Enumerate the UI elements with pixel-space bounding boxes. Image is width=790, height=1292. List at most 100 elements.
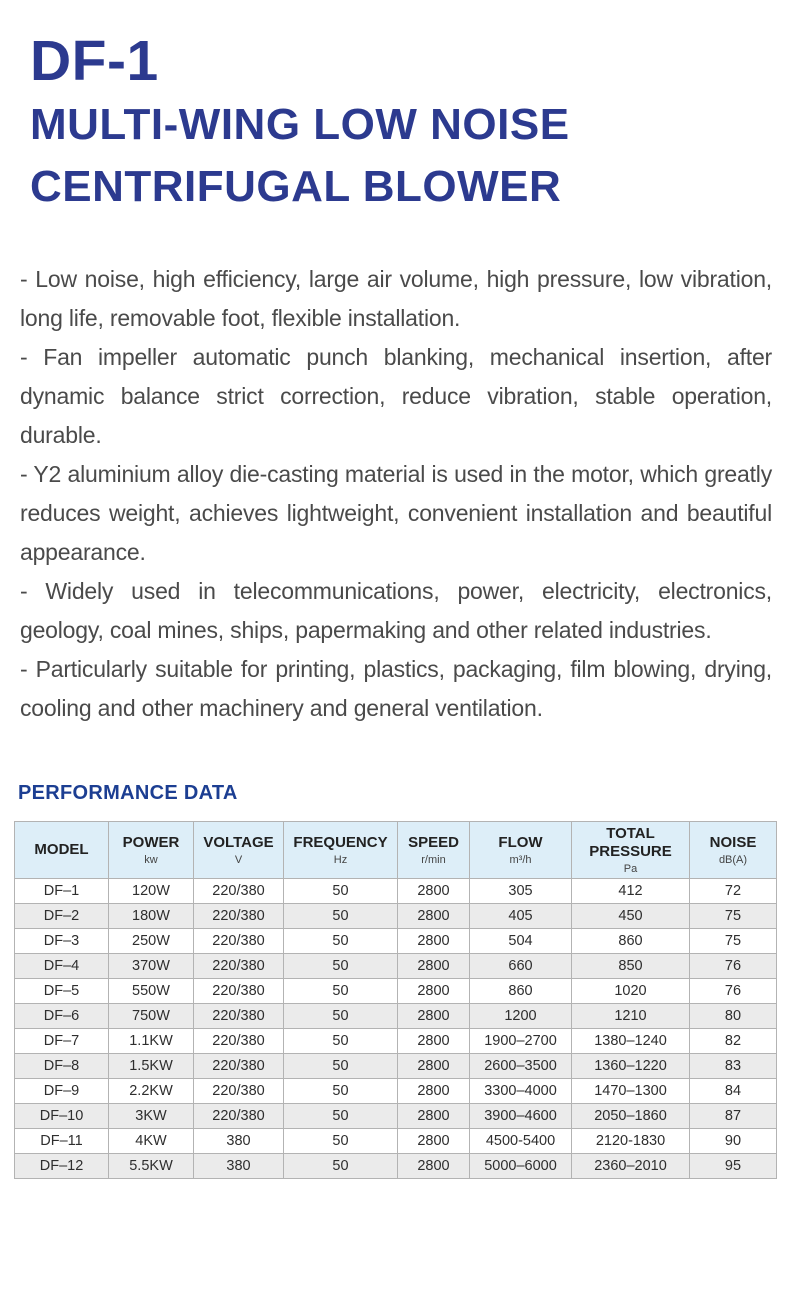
table-cell: 50 bbox=[283, 1103, 398, 1129]
table-cell: 2800 bbox=[397, 978, 470, 1004]
feature-item: - Low noise, high efficiency, large air … bbox=[20, 266, 772, 331]
table-cell: 50 bbox=[283, 978, 398, 1004]
table-row: DF–11 4KW 380 50 2800 4500-5400 2120-1830 90 bbox=[14, 1128, 777, 1154]
performance-data-heading: PERFORMANCE DATA bbox=[18, 782, 238, 804]
feature-item: - Widely used in telecommunications, pow… bbox=[20, 578, 772, 643]
table-cell: 1.5KW bbox=[108, 1053, 194, 1079]
column-label: MODEL bbox=[34, 841, 89, 858]
column-header-total-pressure: TOTAL PRESSURE Pa bbox=[571, 821, 690, 879]
table-cell: 5.5KW bbox=[108, 1153, 194, 1179]
table-cell: DF–8 bbox=[14, 1053, 109, 1079]
table-cell: 50 bbox=[283, 1053, 398, 1079]
table-header-row: MODEL POWER kw VOLTAGE V FREQUENCY Hz SPEED r/mi… bbox=[14, 821, 777, 879]
table-cell: 2800 bbox=[397, 1153, 470, 1179]
table-cell: 90 bbox=[689, 1128, 777, 1154]
feature-list: - Low noise, high efficiency, large air … bbox=[20, 260, 772, 728]
table-row: DF–5 550W 220/380 50 2800 860 1020 76 bbox=[14, 978, 777, 1004]
table-cell: 72 bbox=[689, 878, 777, 904]
table-cell: 50 bbox=[283, 1078, 398, 1104]
column-label: SPEED bbox=[408, 833, 459, 851]
column-header-speed: SPEED r/min bbox=[397, 821, 470, 879]
table-cell: 660 bbox=[469, 953, 572, 979]
table-cell: 120W bbox=[108, 878, 194, 904]
table-cell: DF–1 bbox=[14, 878, 109, 904]
table-cell: 1210 bbox=[571, 1003, 690, 1029]
table-cell: DF–3 bbox=[14, 928, 109, 954]
table-cell: 2800 bbox=[397, 928, 470, 954]
table-row: DF–9 2.2KW 220/380 50 2800 3300–4000 1470–1300… bbox=[14, 1078, 777, 1104]
column-label: TOTAL PRESSURE bbox=[589, 824, 672, 860]
table-cell: 2800 bbox=[397, 1053, 470, 1079]
table-cell: 1.1KW bbox=[108, 1028, 194, 1054]
column-header-frequency: FREQUENCY Hz bbox=[283, 821, 398, 879]
table-cell: 450 bbox=[571, 903, 690, 929]
column-unit: r/min bbox=[421, 853, 446, 866]
table-cell: 380 bbox=[193, 1153, 284, 1179]
feature-item: - Y2 aluminium alloy die-casting materia… bbox=[20, 461, 772, 565]
column-label: VOLTAGE bbox=[203, 833, 274, 851]
table-cell: 2800 bbox=[397, 1003, 470, 1029]
table-cell: DF–9 bbox=[14, 1078, 109, 1104]
column-label: POWER bbox=[122, 833, 180, 851]
table-cell: 2800 bbox=[397, 878, 470, 904]
table-row: DF–12 5.5KW 380 50 2800 5000–6000 2360–2010 95 bbox=[14, 1153, 777, 1179]
table-cell: 370W bbox=[108, 953, 194, 979]
table-cell: 220/380 bbox=[193, 903, 284, 929]
table-cell: 860 bbox=[469, 978, 572, 1004]
column-unit: m³/h bbox=[509, 853, 532, 866]
product-title-line2: CENTRIFUGAL BLOWER bbox=[30, 162, 562, 211]
table-cell: 220/380 bbox=[193, 1028, 284, 1054]
table-row: DF–1 120W 220/380 50 2800 305 412 72 bbox=[14, 878, 777, 904]
table-cell: 2800 bbox=[397, 953, 470, 979]
table-header: MODEL POWER kw VOLTAGE V FREQUENCY Hz SPEED r/mi… bbox=[14, 821, 777, 879]
table-cell: DF–11 bbox=[14, 1128, 109, 1154]
column-header-model: MODEL bbox=[14, 821, 109, 879]
product-code: DF-1 bbox=[30, 29, 159, 93]
column-label: NOISE bbox=[709, 833, 757, 851]
table-cell: 412 bbox=[571, 878, 690, 904]
spec-sheet-page: DF-1 MULTI-WING LOW NOISE CENTRIFUGAL BL… bbox=[0, 30, 790, 1179]
table-cell: 2800 bbox=[397, 1103, 470, 1129]
table-cell: 75 bbox=[689, 903, 777, 929]
table-cell: 5000–6000 bbox=[469, 1153, 572, 1179]
table-cell: 2800 bbox=[397, 1078, 470, 1104]
table-cell: 1900–2700 bbox=[469, 1028, 572, 1054]
table-cell: 76 bbox=[689, 978, 777, 1004]
table-cell: 405 bbox=[469, 903, 572, 929]
table-cell: 1020 bbox=[571, 978, 690, 1004]
table-cell: DF–2 bbox=[14, 903, 109, 929]
column-label: FREQUENCY bbox=[293, 833, 388, 851]
table-cell: 1470–1300 bbox=[571, 1078, 690, 1104]
table-cell: 550W bbox=[108, 978, 194, 1004]
table-cell: 87 bbox=[689, 1103, 777, 1129]
column-header-voltage: VOLTAGE V bbox=[193, 821, 284, 879]
table-cell: 2600–3500 bbox=[469, 1053, 572, 1079]
column-unit: V bbox=[234, 853, 243, 866]
table-cell: 2360–2010 bbox=[571, 1153, 690, 1179]
table-cell: 4500-5400 bbox=[469, 1128, 572, 1154]
table-row: DF–7 1.1KW 220/380 50 2800 1900–2700 1380–1240… bbox=[14, 1028, 777, 1054]
column-header-power: POWER kw bbox=[108, 821, 194, 879]
table-cell: 220/380 bbox=[193, 978, 284, 1004]
table-cell: 2.2KW bbox=[108, 1078, 194, 1104]
table-cell: 3300–4000 bbox=[469, 1078, 572, 1104]
table-cell: 1380–1240 bbox=[571, 1028, 690, 1054]
table-cell: 2800 bbox=[397, 1128, 470, 1154]
table-cell: 50 bbox=[283, 953, 398, 979]
table-cell: 220/380 bbox=[193, 953, 284, 979]
table-cell: 80 bbox=[689, 1003, 777, 1029]
performance-table: MODEL POWER kw VOLTAGE V FREQUENCY Hz SPEED r/mi… bbox=[14, 821, 777, 1179]
table-cell: 76 bbox=[689, 953, 777, 979]
column-unit: Hz bbox=[333, 853, 348, 866]
table-cell: 2050–1860 bbox=[571, 1103, 690, 1129]
table-cell: 2800 bbox=[397, 1028, 470, 1054]
table-cell: 3KW bbox=[108, 1103, 194, 1129]
table-cell: 305 bbox=[469, 878, 572, 904]
table-cell: DF–5 bbox=[14, 978, 109, 1004]
table-cell: 50 bbox=[283, 928, 398, 954]
table-cell: 82 bbox=[689, 1028, 777, 1054]
table-cell: 1200 bbox=[469, 1003, 572, 1029]
table-cell: 1360–1220 bbox=[571, 1053, 690, 1079]
column-label: FLOW bbox=[498, 833, 543, 851]
table-cell: 220/380 bbox=[193, 1003, 284, 1029]
